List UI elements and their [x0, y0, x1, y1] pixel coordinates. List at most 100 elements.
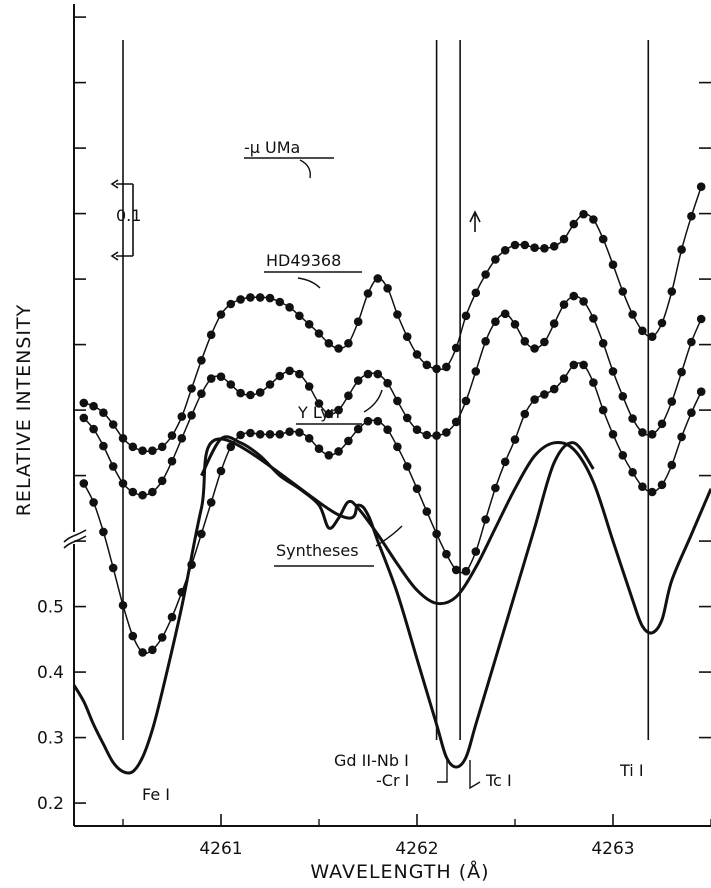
data-point-uma [285, 303, 294, 312]
data-point-uma [197, 356, 206, 365]
data-point-y-lyn [197, 529, 206, 539]
data-point-hd49368 [422, 430, 432, 440]
data-point-uma [255, 293, 265, 302]
data-point-y-lyn [373, 416, 383, 426]
x-axis-label: WAVELENGTH (Å) [310, 860, 489, 883]
series-label-mu-uma-arrow [299, 159, 311, 179]
data-point-uma [393, 310, 402, 319]
series-label-syntheses-arrow [375, 525, 403, 547]
annotation-fe-i: Fe I [142, 785, 170, 804]
data-point-uma [334, 344, 343, 353]
data-point-hd49368 [598, 339, 608, 348]
data-point-uma [167, 431, 177, 440]
data-point-uma [89, 401, 98, 411]
data-point-hd49368 [628, 414, 637, 423]
data-point-y-lyn [304, 434, 314, 443]
data-point-uma [647, 332, 657, 342]
data-point-uma [138, 446, 147, 456]
data-point-uma [422, 360, 432, 370]
data-point-y-lyn [79, 479, 89, 488]
data-point-y-lyn [442, 549, 451, 559]
data-point-y-lyn [167, 612, 177, 622]
series-label-hd49368: HD49368 [266, 251, 341, 270]
series-label-syntheses: Syntheses [276, 541, 359, 560]
data-point-hd49368 [314, 399, 324, 408]
data-point-y-lyn [89, 498, 98, 507]
data-point-uma [295, 311, 304, 321]
y-tick-label: 0.2 [37, 794, 64, 814]
data-point-uma [373, 274, 383, 283]
data-point-hd49368 [677, 367, 686, 377]
data-point-uma [324, 339, 334, 348]
data-point-hd49368 [206, 374, 216, 383]
data-point-hd49368 [618, 392, 628, 401]
data-point-y-lyn [471, 547, 481, 556]
tc-arrow [469, 210, 481, 232]
data-point-uma [598, 234, 608, 244]
data-point-uma [314, 329, 324, 338]
data-point-uma [687, 211, 696, 221]
series-line-syntheses-strong [72, 437, 595, 775]
data-point-y-lyn [265, 430, 275, 439]
data-point-y-lyn [99, 527, 108, 537]
data-point-uma [559, 234, 569, 244]
data-point-y-lyn [216, 466, 226, 476]
data-point-y-lyn [569, 360, 579, 370]
line-identification-lines [122, 40, 650, 740]
data-point-hd49368 [530, 344, 539, 353]
scale-bar-label: 0.1 [116, 206, 141, 225]
data-point-y-lyn [510, 435, 520, 444]
data-point-uma [128, 442, 138, 452]
data-point-y-lyn [647, 487, 657, 497]
data-point-hd49368 [373, 369, 383, 379]
data-point-hd49368 [481, 337, 490, 346]
data-point-hd49368 [491, 317, 500, 327]
data-point-uma [589, 215, 598, 224]
data-point-hd49368 [442, 428, 451, 437]
data-point-hd49368 [99, 441, 108, 451]
data-point-hd49368 [510, 320, 520, 329]
data-point-y-lyn [285, 427, 294, 437]
data-point-uma [79, 398, 89, 408]
data-point-y-lyn [500, 457, 510, 467]
data-point-uma [628, 310, 637, 319]
series-line-y-lyn [83, 362, 702, 655]
data-point-uma [481, 270, 490, 279]
data-point-uma [148, 446, 157, 456]
data-point-y-lyn [461, 566, 471, 576]
data-point-hd49368 [108, 462, 118, 471]
data-point-hd49368 [549, 319, 559, 328]
data-point-hd49368 [412, 425, 422, 435]
y-tick-label: 0.3 [37, 729, 64, 749]
line-id-labels: Fe I Gd II-Nb I -Cr I Tc I Ti I [142, 210, 644, 804]
data-point-hd49368 [393, 396, 402, 406]
data-point-y-lyn [118, 601, 128, 610]
data-point-hd49368 [647, 430, 657, 439]
data-point-y-lyn [128, 631, 138, 641]
data-point-y-lyn [402, 462, 412, 471]
data-point-y-lyn [236, 430, 245, 440]
data-point-hd49368 [657, 419, 667, 429]
data-point-uma [275, 297, 285, 307]
x-tick-label: 4262 [395, 839, 438, 859]
annotation-tc-bracket [469, 760, 481, 790]
data-point-hd49368 [353, 376, 363, 385]
data-point-y-lyn [422, 507, 432, 516]
series-label-mu-uma: -μ UMa [244, 138, 300, 157]
data-point-uma [344, 339, 353, 348]
data-point-y-lyn [520, 409, 530, 419]
x-tick-label: 4261 [199, 839, 242, 859]
data-point-y-lyn [148, 645, 157, 655]
data-point-y-lyn [618, 451, 628, 460]
data-point-uma [363, 289, 373, 298]
data-point-y-lyn [255, 430, 265, 439]
data-point-uma [530, 243, 539, 252]
data-point-uma [461, 311, 471, 321]
y-tick-label: 0.5 [37, 598, 64, 618]
data-point-hd49368 [226, 380, 236, 389]
data-point-hd49368 [638, 428, 647, 437]
data-point-y-lyn [334, 447, 343, 456]
data-point-uma [500, 246, 510, 255]
y-axis-ticks: 0.2 0.3 0.4 0.5 [37, 16, 711, 814]
data-point-uma [696, 182, 706, 191]
